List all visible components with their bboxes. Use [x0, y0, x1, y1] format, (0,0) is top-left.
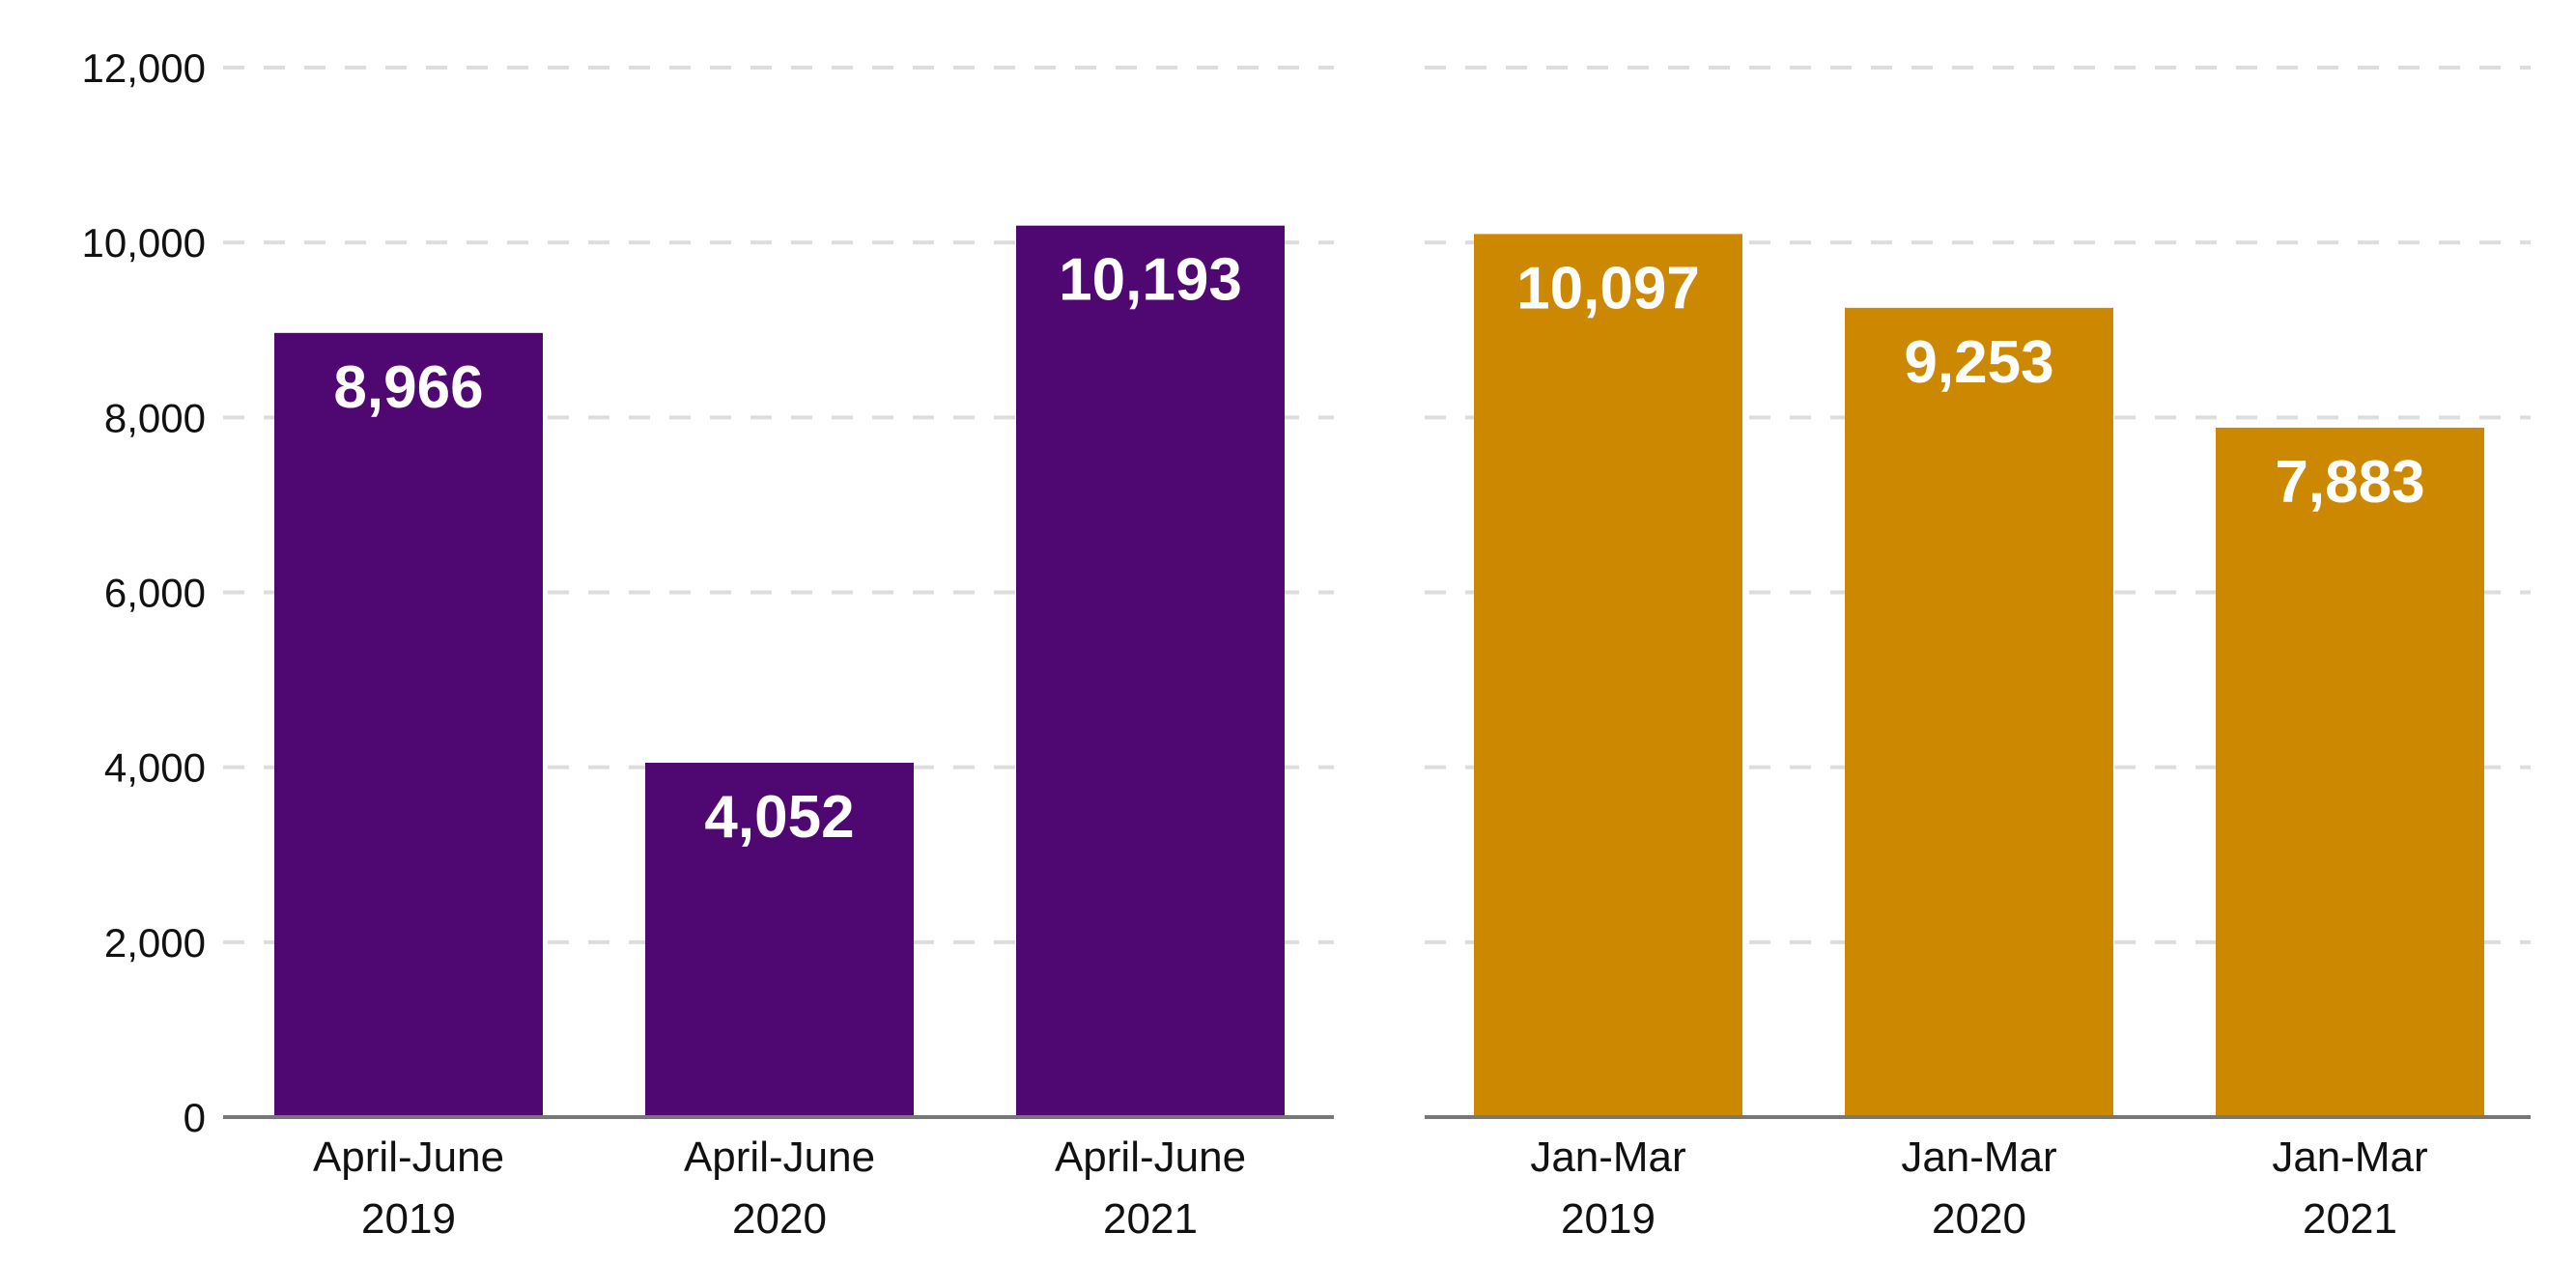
data-label: 8,966 [333, 354, 483, 421]
y-axis: 0 2,000 4,000 6,000 8,000 10,000 12,000 [82, 45, 206, 1140]
x-tick-label: 2019 [361, 1195, 456, 1243]
x-tick-label: 2020 [732, 1195, 827, 1243]
panel-2: 10,097 Jan-Mar 2019 9,253 Jan-Mar 2020 7,883 Ja… [1425, 234, 2531, 1243]
data-label: 10,097 [1516, 255, 1700, 322]
y-tick-label: 12,000 [82, 45, 206, 91]
x-tick-label: 2019 [1561, 1195, 1656, 1243]
y-tick-label: 6,000 [104, 571, 206, 616]
bar [1474, 234, 1742, 1118]
chart-panels: 8,966April-June20194,052April-June202010… [223, 225, 2531, 1243]
x-tick-label: 2021 [1103, 1195, 1198, 1243]
data-label: 4,052 [704, 784, 854, 851]
bar [274, 332, 543, 1117]
x-tick-label: Jan-Mar [2272, 1134, 2427, 1181]
panel-1: 8,966 April-June 2019 4,052 April-June 2020 10… [223, 225, 1334, 1243]
bar [1845, 307, 2113, 1118]
y-tick-label: 2,000 [104, 920, 206, 966]
gridlines [223, 66, 2531, 944]
x-tick-label: Jan-Mar [1530, 1134, 1685, 1181]
x-tick-label: April-June [313, 1134, 504, 1181]
data-label: 7,883 [2275, 449, 2424, 516]
bar [645, 762, 914, 1117]
y-tick-label: 8,000 [104, 395, 206, 440]
bar [2216, 427, 2484, 1117]
x-tick-label: 2021 [2303, 1195, 2397, 1243]
y-tick-label: 10,000 [82, 220, 206, 266]
bar [1016, 225, 1285, 1117]
x-tick-label: Jan-Mar [1901, 1134, 2056, 1181]
y-tick-label: 4,000 [104, 745, 206, 791]
x-tick-label: April-June [684, 1134, 875, 1181]
y-tick-label: 0 [184, 1095, 206, 1140]
data-label: 10,193 [1059, 247, 1242, 314]
data-label: 9,253 [1904, 329, 2053, 396]
x-tick-label: April-June [1055, 1134, 1246, 1181]
x-tick-label: 2020 [1932, 1195, 2026, 1243]
